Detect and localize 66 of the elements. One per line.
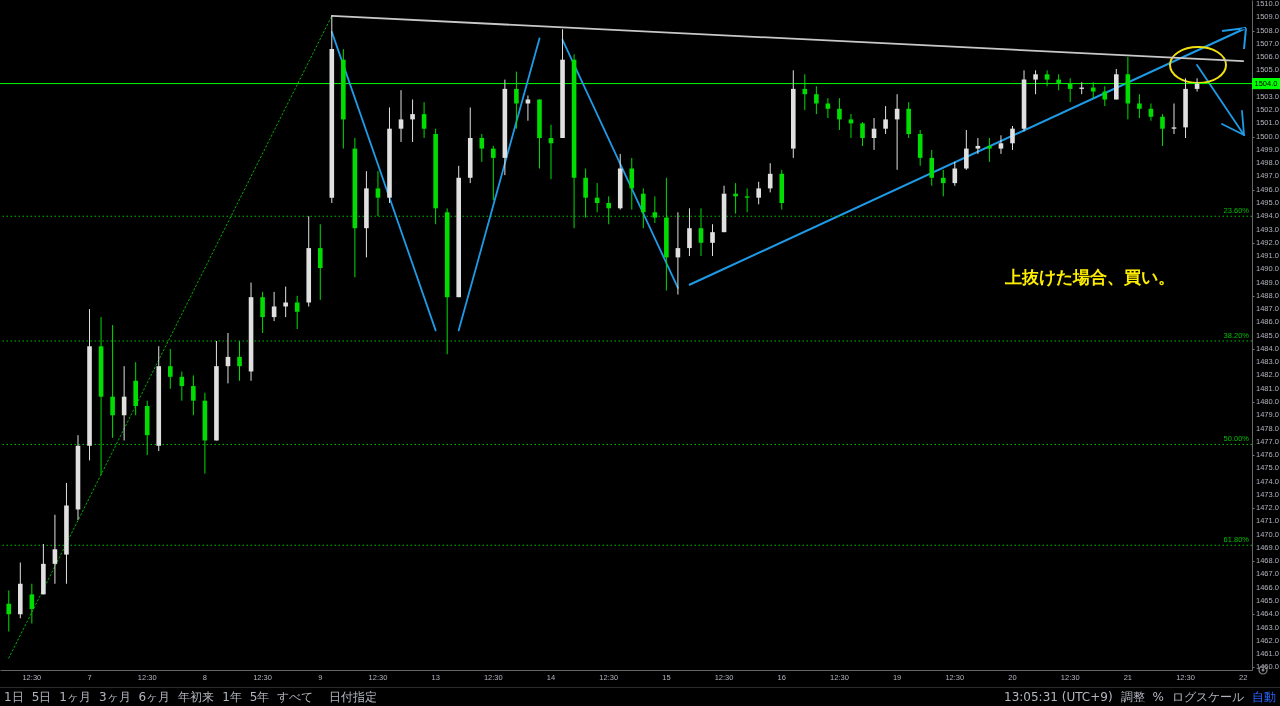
candlestick xyxy=(283,286,288,318)
candlestick xyxy=(952,161,958,187)
candlestick xyxy=(825,97,831,119)
candlestick xyxy=(652,195,658,224)
candlestick xyxy=(398,89,404,143)
candlestick xyxy=(52,514,58,585)
text: 調整 xyxy=(1120,688,1145,706)
candlestick xyxy=(687,207,692,257)
candlestick xyxy=(271,291,277,322)
text: 1ヶ月 xyxy=(59,688,91,706)
candlestick xyxy=(167,348,173,390)
candlestick xyxy=(375,170,381,217)
text: すべて xyxy=(277,688,314,706)
candlestick xyxy=(1044,69,1050,87)
candlestick xyxy=(756,181,761,205)
candlestick xyxy=(814,85,819,115)
text: 年初来 xyxy=(178,688,215,706)
candlestick xyxy=(987,137,992,163)
candlestick xyxy=(491,145,496,201)
candlestick xyxy=(1137,93,1142,119)
candlestick xyxy=(260,291,265,334)
candlestick xyxy=(421,101,427,139)
candlestick xyxy=(917,129,923,167)
candlestick xyxy=(767,162,773,193)
candlestick xyxy=(629,157,635,211)
text: 13:05:31 (UTC+9) xyxy=(1004,690,1113,704)
candlestick xyxy=(410,99,415,143)
candlestick xyxy=(237,340,242,382)
candlestick xyxy=(110,324,115,439)
candlestick xyxy=(191,374,196,416)
annotation: 上抜けた場合、買い。 xyxy=(1004,267,1175,287)
text: 日付指定 xyxy=(329,688,378,706)
candlestick xyxy=(606,195,611,225)
text: ログスケール xyxy=(1172,688,1244,706)
candlestick xyxy=(1102,85,1108,107)
text: 3ヶ月 xyxy=(98,688,131,706)
candlestick xyxy=(698,207,704,257)
text: 自動 xyxy=(1252,688,1276,706)
candlestick xyxy=(744,187,750,213)
candlestick xyxy=(317,223,323,301)
candlestick xyxy=(641,187,646,229)
candlestick xyxy=(975,137,981,155)
text: 5年 xyxy=(249,688,270,706)
candlestick xyxy=(1160,113,1165,147)
candlestick xyxy=(929,149,935,187)
text: 5日 xyxy=(31,688,52,706)
candlestick xyxy=(6,589,12,633)
candlestick xyxy=(837,97,842,131)
candlestick xyxy=(29,583,35,625)
candlestick xyxy=(583,168,588,219)
candlestick xyxy=(710,223,715,257)
text: % xyxy=(1152,690,1164,704)
text: 1年 xyxy=(222,688,242,706)
candlestick xyxy=(1171,102,1177,135)
candlestick xyxy=(1033,69,1038,95)
candlestick xyxy=(1010,125,1015,151)
candlestick xyxy=(294,295,300,330)
text: 6ヶ月 xyxy=(138,688,171,706)
text: 1日 xyxy=(4,688,24,706)
candlestick xyxy=(998,134,1004,155)
candlestick xyxy=(514,71,519,130)
candlestick xyxy=(883,105,888,135)
candlestick xyxy=(964,129,969,171)
candlestick xyxy=(860,121,865,147)
candlestick xyxy=(940,169,946,197)
candlestick xyxy=(479,133,485,163)
